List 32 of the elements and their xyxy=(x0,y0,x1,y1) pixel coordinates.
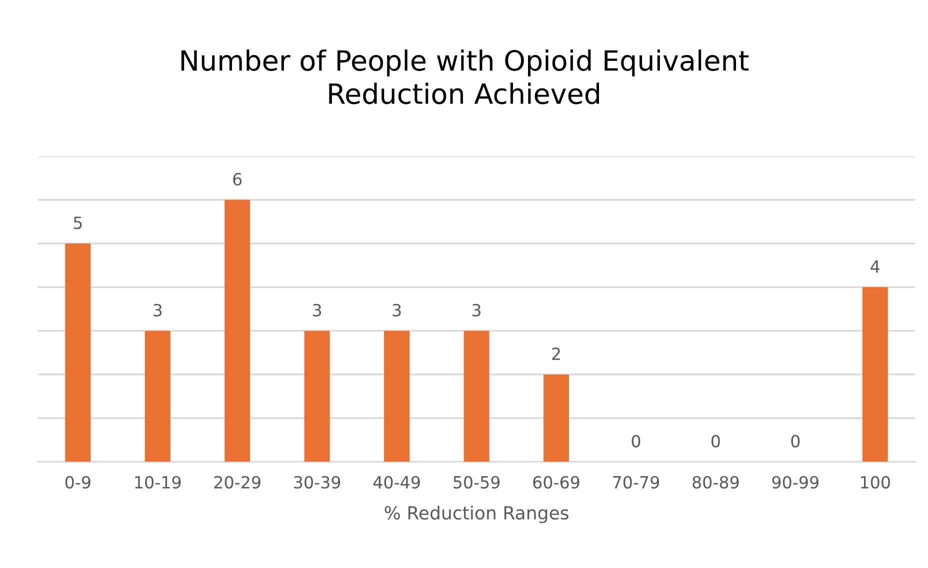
x-tick-label: 60-69 xyxy=(533,476,580,489)
x-tick-label: 50-59 xyxy=(454,476,500,489)
data-label: 3 xyxy=(392,304,401,316)
x-axis-title: % Reduction Ranges xyxy=(384,506,568,524)
chart-title: Number of People with Opioid Equivalent Reduction Achieved xyxy=(181,49,749,104)
data-label: 0 xyxy=(632,434,640,448)
x-tick-label: 80-89 xyxy=(692,476,739,489)
data-label: 0 xyxy=(791,434,800,448)
data-label: 3 xyxy=(313,304,322,316)
bar xyxy=(384,330,410,462)
x-tick-label: 30-39 xyxy=(294,476,340,489)
x-tick-label: 20-29 xyxy=(214,476,260,489)
bar xyxy=(862,287,888,462)
x-tick-label: 90-99 xyxy=(772,476,818,489)
data-label: 0 xyxy=(711,434,720,448)
x-tick-label: 100 xyxy=(861,476,890,489)
x-tick-label: 0-9 xyxy=(65,476,90,489)
data-label: 2 xyxy=(552,348,560,360)
data-label: 3 xyxy=(472,304,480,316)
bar xyxy=(543,374,570,462)
x-tick-label: 70-79 xyxy=(613,476,660,489)
bar xyxy=(224,200,250,462)
data-label: 3 xyxy=(154,304,162,316)
data-label: 4 xyxy=(870,260,880,273)
bar xyxy=(464,330,490,462)
x-tick-label: 40-49 xyxy=(373,476,420,489)
bar xyxy=(144,330,170,462)
x-tick-label: 10-19 xyxy=(135,476,181,489)
bar xyxy=(65,244,91,462)
data-label: 5 xyxy=(74,216,82,230)
data-label: 6 xyxy=(233,172,242,186)
bar xyxy=(304,330,330,462)
